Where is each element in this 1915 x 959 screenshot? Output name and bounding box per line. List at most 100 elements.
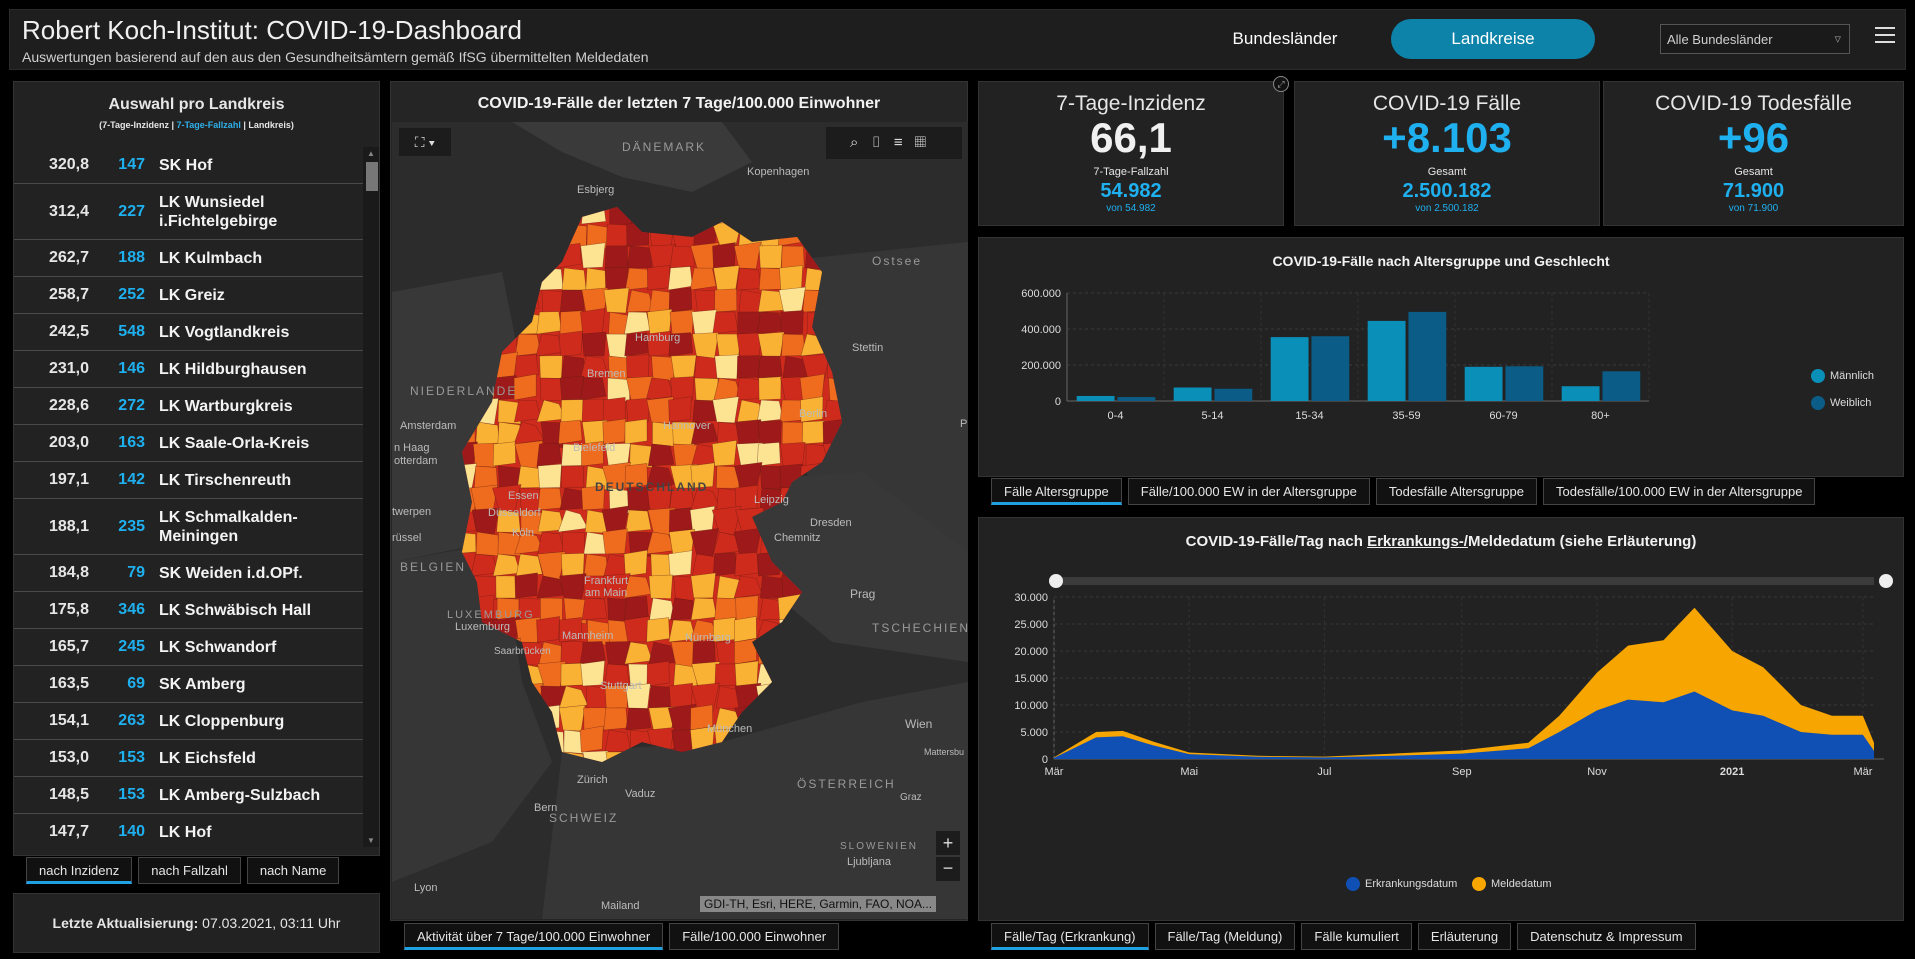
landkreis-shape[interactable] [844, 221, 867, 246]
landkreis-shape[interactable] [495, 223, 522, 250]
tab-faelle-tag-meldung[interactable]: Fälle/Tag (Meldung) [1154, 923, 1296, 950]
landkreis-shape[interactable] [560, 641, 584, 665]
chevron-down-icon[interactable]: ▾ [428, 134, 436, 150]
landkreis-shape[interactable] [844, 199, 866, 224]
landkreis-shape[interactable] [823, 640, 847, 665]
landkreis-shape[interactable] [646, 617, 670, 643]
landkreis-shape[interactable] [515, 553, 543, 577]
landkreis-shape[interactable] [626, 222, 650, 247]
landkreis-shape[interactable] [579, 377, 607, 401]
landkreis-shape[interactable] [559, 375, 585, 401]
list-item[interactable]: 175,8 346 LK Schwäbisch Hall [14, 592, 364, 629]
landkreis-shape[interactable] [581, 202, 607, 225]
landkreis-shape[interactable] [625, 509, 652, 533]
landkreis-shape[interactable] [514, 264, 545, 295]
landkreis-shape[interactable] [757, 331, 785, 359]
landkreis-shape[interactable] [513, 373, 537, 401]
landkreis-shape[interactable] [823, 223, 851, 247]
landkreis-shape[interactable] [712, 396, 740, 424]
tab-faelle-kumuliert[interactable]: Fälle kumuliert [1301, 923, 1412, 950]
landkreis-shape[interactable] [756, 442, 781, 467]
landkreis-shape[interactable] [623, 615, 651, 643]
landkreis-shape[interactable] [711, 439, 738, 467]
landkreis-shape[interactable] [780, 442, 806, 468]
landkreis-shape[interactable] [558, 419, 583, 445]
landkreis-shape[interactable] [736, 201, 760, 225]
bar-weiblich[interactable] [1602, 371, 1641, 401]
landkreis-shape[interactable] [667, 266, 693, 291]
landkreis-shape[interactable] [802, 641, 829, 665]
landkreis-shape[interactable] [779, 265, 804, 291]
landkreis-shape[interactable] [492, 242, 517, 269]
title-link-erkrankung[interactable]: Erkrankungs-/ [1367, 533, 1468, 550]
landkreis-shape[interactable] [712, 552, 738, 577]
landkreis-shape[interactable] [560, 662, 584, 687]
landkreis-shape[interactable] [714, 663, 739, 687]
landkreis-shape[interactable] [449, 202, 475, 225]
expand-icon[interactable]: ⤢ [1273, 76, 1289, 92]
landkreis-shape[interactable] [537, 463, 562, 489]
landkreis-shape[interactable] [823, 683, 848, 710]
landkreis-shape[interactable] [694, 355, 719, 379]
landkreis-shape[interactable] [757, 202, 786, 225]
daily-chart-svg[interactable]: 0 5.000 10.000 15.000 20.000 25.000 30.000 Mär M… [979, 561, 1905, 851]
landkreis-shape[interactable] [561, 267, 587, 291]
landkreis-shape[interactable] [580, 355, 609, 379]
bar-weiblich[interactable] [1408, 311, 1447, 401]
landkreis-shape[interactable] [601, 505, 629, 533]
landkreis-shape[interactable] [805, 223, 828, 248]
landkreis-shape[interactable] [536, 616, 560, 643]
landkreis-shape[interactable] [714, 597, 739, 621]
landkreis-shape[interactable] [760, 575, 785, 599]
landkreis-shape[interactable] [668, 332, 693, 357]
landkreis-shape[interactable] [799, 373, 825, 401]
landkreis-shape[interactable] [736, 267, 763, 291]
scroll-down-icon[interactable]: ▼ [367, 836, 375, 845]
list-scrollbar[interactable]: ▲ ▼ [363, 147, 379, 847]
landkreis-shape[interactable] [758, 420, 782, 445]
landkreis-shape[interactable] [800, 396, 824, 423]
landkreis-shape[interactable] [712, 242, 736, 269]
landkreis-shape[interactable] [645, 465, 675, 489]
landkreis-shape[interactable] [734, 638, 757, 665]
landkreis-shape[interactable] [536, 311, 562, 335]
landkreis-shape[interactable] [579, 641, 606, 665]
landkreis-shape[interactable] [736, 377, 762, 401]
landkreis-shape[interactable] [603, 287, 630, 314]
landkreis-shape[interactable] [736, 332, 763, 359]
map-svg[interactable] [392, 122, 968, 919]
landkreis-shape[interactable] [737, 311, 761, 335]
landkreis-shape[interactable] [583, 575, 607, 599]
landkreis-shape[interactable] [558, 704, 586, 732]
landkreis-shape[interactable] [734, 660, 759, 687]
landkreis-shape[interactable] [650, 553, 674, 578]
landkreis-shape[interactable] [536, 443, 562, 467]
landkreis-shape[interactable] [668, 287, 692, 313]
list-item[interactable]: 153,0 153 LK Eichsfeld [14, 740, 364, 777]
tab-erlaeuterung[interactable]: Erläuterung [1417, 923, 1512, 950]
landkreis-shape[interactable] [756, 311, 784, 335]
landkreis-shape[interactable] [649, 201, 673, 225]
zoom-out-button[interactable]: − [936, 857, 960, 881]
landkreis-shape[interactable] [825, 663, 851, 687]
landkreis-shape[interactable] [560, 465, 585, 489]
landkreis-shape[interactable] [668, 507, 693, 533]
landkreis-shape[interactable] [778, 286, 807, 314]
landkreis-shape[interactable] [604, 729, 632, 753]
bookmark-icon[interactable]: ▯ [870, 134, 894, 151]
landkreis-shape[interactable] [714, 354, 740, 380]
landkreis-shape[interactable] [624, 418, 648, 445]
landkreis-shape[interactable] [647, 265, 670, 291]
landkreis-shape[interactable] [470, 245, 500, 269]
landkreis-shape[interactable] [492, 441, 517, 467]
landkreis-shape[interactable] [475, 531, 500, 557]
landkreis-shape[interactable] [779, 202, 805, 225]
range-slider-handle-left[interactable] [1049, 574, 1063, 588]
landkreis-shape[interactable] [560, 552, 585, 577]
landkreis-shape[interactable] [646, 660, 670, 687]
landkreis-shape[interactable] [580, 242, 606, 269]
tab-faelle-100000-altersgruppe[interactable]: Fälle/100.000 EW in der Altersgruppe [1127, 478, 1370, 505]
legend-weiblich[interactable]: Weiblich [1811, 396, 1871, 410]
bar-weiblich[interactable] [1214, 388, 1253, 401]
list-item[interactable]: 148,5 153 LK Amberg-Sulzbach [14, 777, 364, 814]
